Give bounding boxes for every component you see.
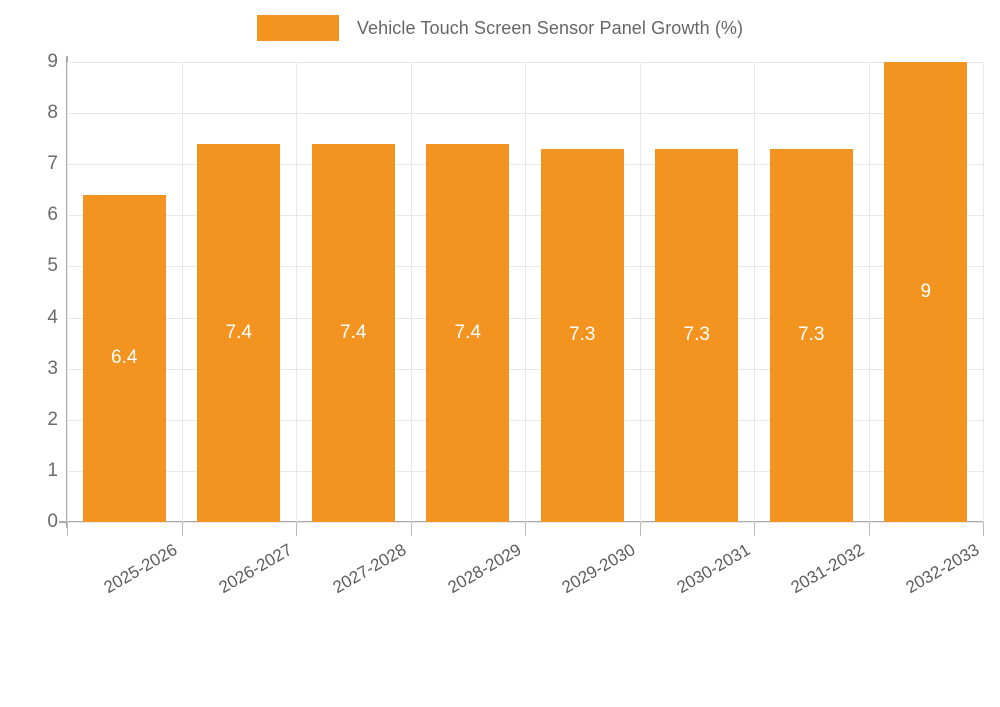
bar[interactable] bbox=[82, 194, 166, 522]
gridline-vertical bbox=[296, 62, 297, 522]
x-tick-mark bbox=[67, 522, 68, 536]
legend-color-swatch-icon bbox=[256, 15, 339, 41]
bar-chart: Vehicle Touch Screen Sensor Panel Growth… bbox=[0, 10, 1000, 598]
x-tick-mark bbox=[754, 522, 755, 536]
gridline-vertical bbox=[869, 62, 870, 522]
bar[interactable] bbox=[769, 148, 853, 522]
gridline-vertical bbox=[525, 62, 526, 522]
y-tick-label: 8 bbox=[47, 102, 58, 124]
legend-label: Vehicle Touch Screen Sensor Panel Growth… bbox=[356, 17, 744, 38]
gridline-vertical bbox=[182, 62, 183, 522]
y-tick-label: 3 bbox=[47, 357, 58, 379]
y-axis: 0 1 2 3 4 5 6 7 8 9 bbox=[0, 51, 58, 532]
x-tick-mark bbox=[296, 522, 297, 536]
gridline-vertical bbox=[67, 62, 68, 522]
x-tick-mark bbox=[182, 522, 183, 536]
y-tick-label: 6 bbox=[47, 204, 58, 226]
x-tick-mark bbox=[525, 522, 526, 536]
gridline-vertical bbox=[754, 62, 755, 522]
x-tick-mark bbox=[640, 522, 641, 536]
gridline-vertical bbox=[983, 62, 984, 522]
chart-legend: Vehicle Touch Screen Sensor Panel Growth… bbox=[0, 10, 1000, 46]
y-tick-label: 4 bbox=[47, 306, 58, 328]
legend-item-0[interactable]: Vehicle Touch Screen Sensor Panel Growth… bbox=[256, 15, 744, 41]
y-tick-label: 1 bbox=[47, 459, 58, 481]
bar[interactable] bbox=[426, 143, 510, 522]
y-tick-label: 9 bbox=[47, 51, 58, 72]
bar[interactable] bbox=[311, 143, 395, 522]
x-tick-mark bbox=[869, 522, 870, 536]
y-tick-label: 2 bbox=[47, 408, 58, 430]
y-tick-label: 0 bbox=[47, 511, 58, 532]
bar[interactable] bbox=[884, 62, 968, 522]
x-tick-mark bbox=[411, 522, 412, 536]
bar[interactable] bbox=[540, 148, 624, 522]
y-tick-label: 5 bbox=[47, 255, 58, 277]
gridline-vertical bbox=[640, 62, 641, 522]
gridline-vertical bbox=[411, 62, 412, 522]
bar[interactable] bbox=[655, 148, 739, 522]
y-tick-label: 7 bbox=[47, 153, 58, 175]
plot-area: 6.4 7.4 7.4 7.4 7.3 7.3 7.3 9 bbox=[67, 62, 984, 523]
x-tick-mark bbox=[983, 522, 984, 536]
bar[interactable] bbox=[197, 143, 281, 522]
